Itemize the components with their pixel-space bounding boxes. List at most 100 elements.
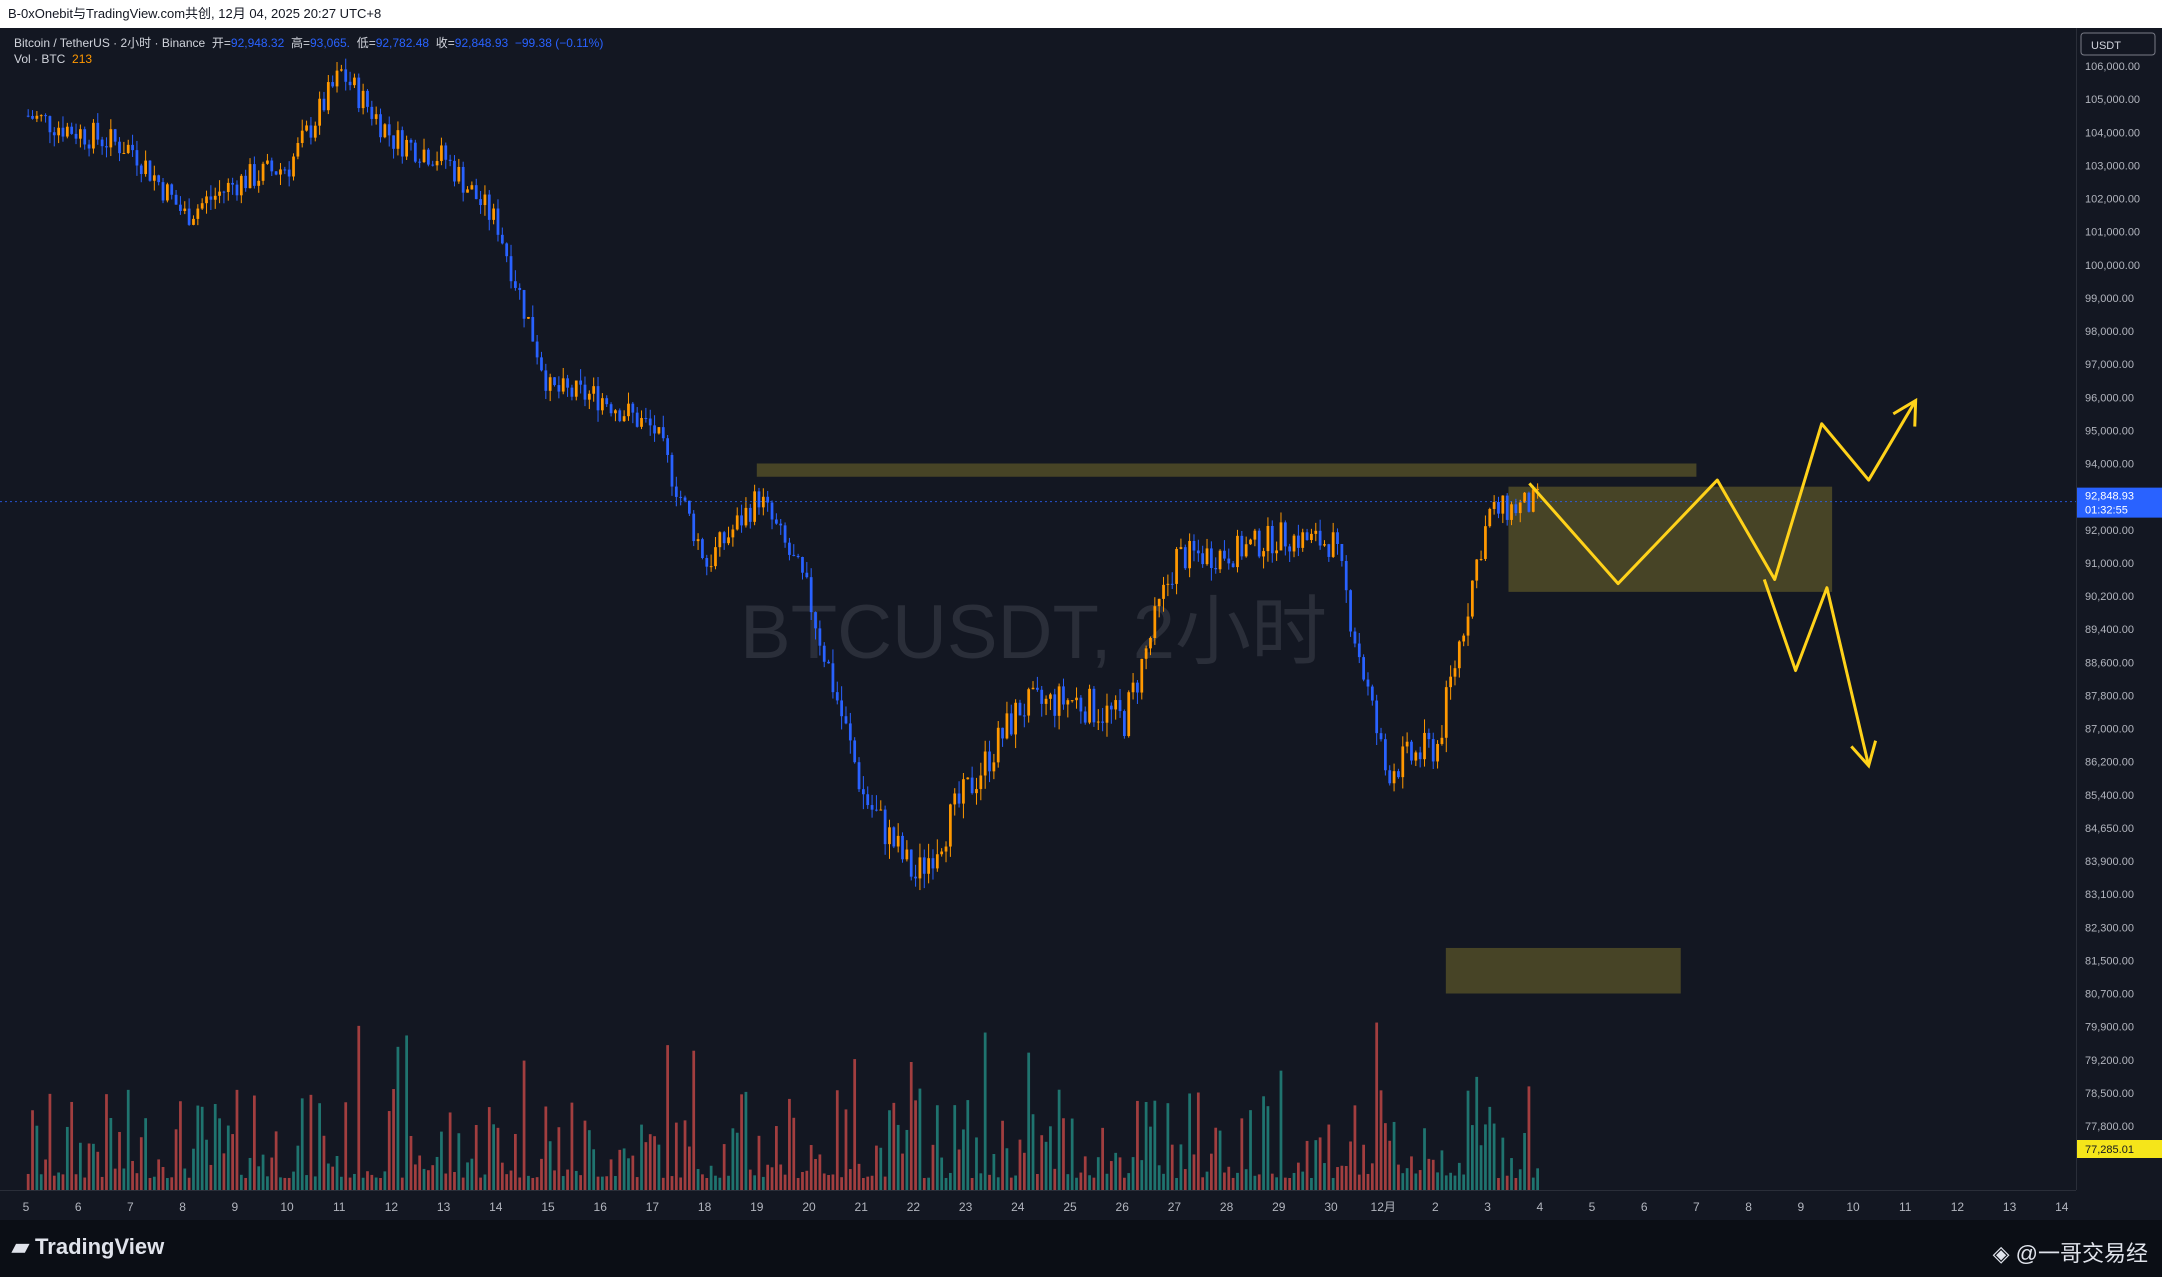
candle-body <box>1479 558 1483 560</box>
candle-body <box>283 169 287 171</box>
candle-body <box>1044 698 1048 704</box>
candle-body <box>909 849 913 877</box>
candle-body <box>674 486 678 497</box>
volume-bar <box>1484 1124 1487 1190</box>
candle-body <box>1310 533 1313 541</box>
volume-bar <box>840 1177 843 1190</box>
candle-body <box>587 393 591 400</box>
candle-body <box>1457 641 1461 669</box>
volume-bar <box>92 1143 95 1190</box>
volume-bar <box>788 1098 791 1190</box>
volume-bar <box>409 1135 413 1190</box>
candle-body <box>187 208 191 225</box>
volume-bar <box>174 1129 178 1190</box>
volume-bar <box>366 1171 369 1190</box>
volume-bar <box>1131 1157 1135 1190</box>
volume-bar <box>209 1164 213 1190</box>
candle-body <box>483 194 487 206</box>
candle-body <box>557 385 561 392</box>
candle-body <box>39 115 43 117</box>
volume-bar <box>705 1177 709 1190</box>
candle-body <box>74 133 78 139</box>
volume-bar <box>1471 1125 1474 1190</box>
candle-body <box>1144 648 1148 659</box>
time-tick: 8 <box>179 1200 186 1214</box>
price-tick: 97,000.00 <box>2085 359 2134 371</box>
candle-body <box>326 82 330 111</box>
support-resistance-zone <box>1508 486 1833 592</box>
candle-body <box>783 525 787 543</box>
candle-body <box>92 122 95 149</box>
low-marker-label: 77,285.01 <box>2085 1144 2134 1156</box>
price-tick: 86,200.00 <box>2085 757 2134 769</box>
volume-bar <box>470 1158 474 1190</box>
candle-body <box>1471 580 1474 617</box>
candle-body <box>548 377 552 391</box>
volume-bar <box>213 1104 217 1190</box>
candle-body <box>1453 668 1457 677</box>
chart-svg[interactable]: BTCUSDT, 2小时 <box>0 28 2076 1190</box>
candle-body <box>1218 550 1222 570</box>
chart-area[interactable]: BTCUSDT, 2小时 Bitcoin / TetherUS · 2小时 · … <box>0 28 2076 1190</box>
time-tick: 15 <box>541 1200 555 1214</box>
volume-bar <box>1136 1100 1139 1190</box>
volume-bar <box>1027 1052 1031 1190</box>
volume-bar <box>853 1059 857 1190</box>
price-tick: 102,000.00 <box>2085 194 2140 206</box>
candle-body <box>1196 550 1200 554</box>
volume-bar <box>979 1173 983 1190</box>
time-tick: 28 <box>1220 1200 1234 1214</box>
volume-bar <box>1022 1152 1026 1190</box>
candle-body <box>170 184 174 195</box>
candle-body <box>622 416 626 422</box>
volume-bar <box>405 1035 408 1190</box>
candle-body <box>427 149 430 165</box>
volume-bar <box>1001 1120 1004 1190</box>
volume-bar <box>748 1169 752 1190</box>
tradingview-logo[interactable]: ▰ TradingView <box>12 1234 164 1260</box>
volume-bar <box>1431 1159 1435 1190</box>
volume-bar <box>822 1173 826 1190</box>
footer-bar: ▰ TradingView ◈ @一哥交易经 <box>0 1220 2162 1277</box>
candle-body <box>853 740 857 763</box>
candle-body <box>1297 535 1300 548</box>
candle-body <box>644 418 648 420</box>
price-tick: 96,000.00 <box>2085 392 2134 404</box>
time-axis[interactable]: 5 6 7 8 9 10 11 12 13 14 15 16 17 18 19 20 21 22 23 24 25 26 2… <box>0 1190 2076 1221</box>
volume-bar <box>374 1177 378 1190</box>
volume-bar <box>1123 1177 1126 1190</box>
volume-bar <box>244 1177 248 1190</box>
volume-bar <box>318 1103 321 1190</box>
volume-bar <box>1114 1152 1118 1190</box>
candle-body <box>361 90 365 109</box>
volume-bar <box>953 1105 957 1190</box>
volume-bar <box>113 1168 117 1190</box>
candle-body <box>875 809 878 811</box>
candle-body <box>822 645 826 662</box>
volume-bar <box>766 1164 770 1190</box>
time-tick: 18 <box>698 1200 712 1214</box>
volume-bar <box>1218 1130 1222 1190</box>
volume-bar <box>949 1172 952 1190</box>
price-axis[interactable]: USDT 106,000.00 105,000.00 104,000.00 103,00… <box>2076 28 2162 1190</box>
candle-body <box>631 403 635 413</box>
volume-bar <box>1092 1177 1096 1190</box>
candle-body <box>409 139 413 143</box>
tv-brand-text: TradingView <box>35 1234 165 1259</box>
volume-bar <box>592 1149 596 1190</box>
volume-bar <box>896 1124 900 1190</box>
candle-body <box>192 218 195 225</box>
volume-bar <box>1127 1173 1131 1190</box>
volume-bar <box>818 1154 822 1190</box>
candle-body <box>792 554 796 556</box>
candle-body <box>1257 530 1261 557</box>
candle-body <box>1205 548 1209 565</box>
volume-bar <box>535 1177 539 1190</box>
volume-bar <box>1405 1168 1409 1190</box>
candle-body <box>1162 584 1165 599</box>
candle-body <box>1105 705 1109 723</box>
volume-bar <box>100 1176 104 1190</box>
volume-bar <box>1357 1174 1361 1190</box>
volume-bar <box>205 1139 208 1190</box>
candle-body <box>1279 522 1283 551</box>
